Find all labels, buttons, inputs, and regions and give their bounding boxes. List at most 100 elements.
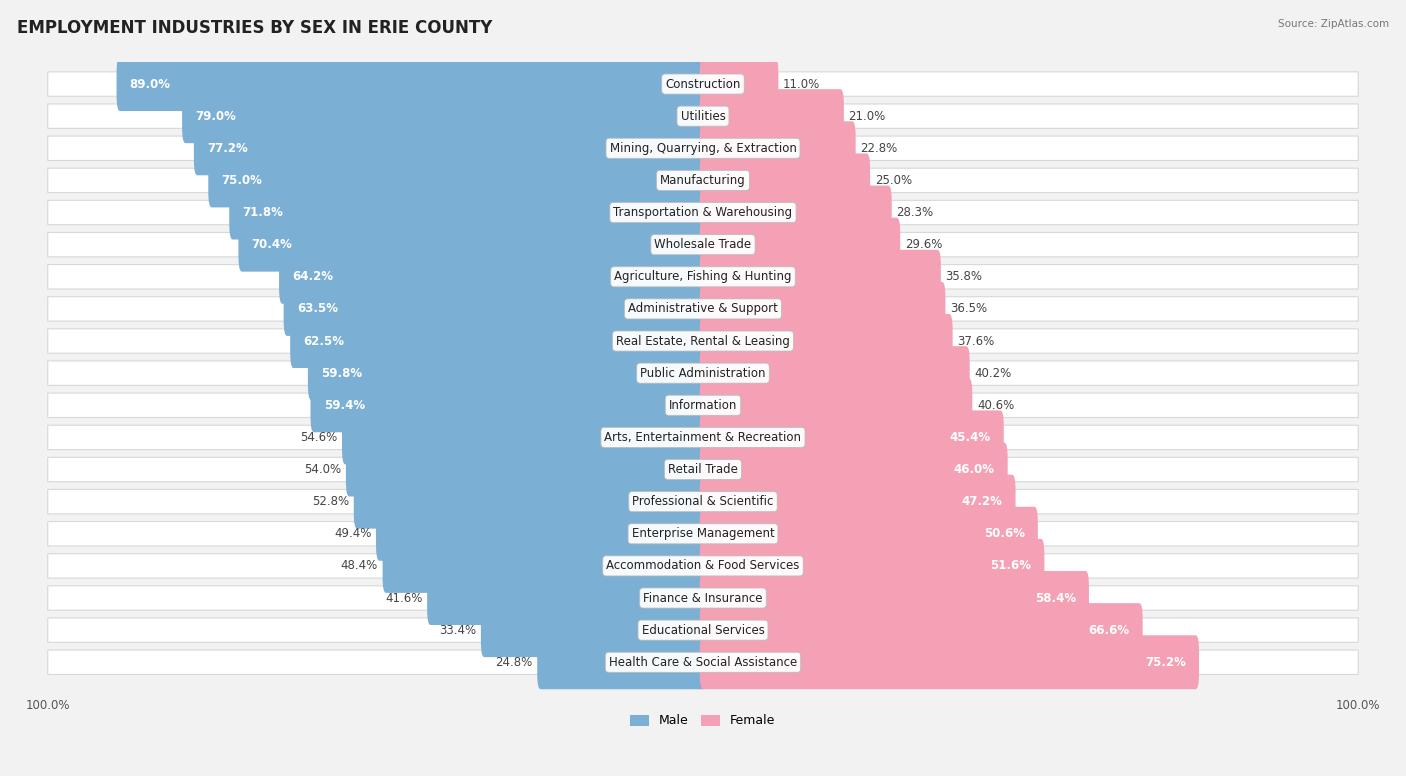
Text: 35.8%: 35.8% — [945, 270, 983, 283]
FancyBboxPatch shape — [346, 442, 706, 497]
Text: 51.6%: 51.6% — [990, 559, 1031, 573]
Legend: Male, Female: Male, Female — [626, 709, 780, 733]
Text: 52.8%: 52.8% — [312, 495, 349, 508]
FancyBboxPatch shape — [48, 618, 1358, 643]
Text: 71.8%: 71.8% — [242, 206, 283, 219]
Text: 25.0%: 25.0% — [875, 174, 912, 187]
Text: 36.5%: 36.5% — [950, 303, 987, 315]
Text: Educational Services: Educational Services — [641, 624, 765, 636]
FancyBboxPatch shape — [239, 218, 706, 272]
FancyBboxPatch shape — [48, 200, 1358, 225]
Text: 46.0%: 46.0% — [953, 463, 994, 476]
Text: 66.6%: 66.6% — [1088, 624, 1129, 636]
FancyBboxPatch shape — [700, 154, 870, 207]
Text: Agriculture, Fishing & Hunting: Agriculture, Fishing & Hunting — [614, 270, 792, 283]
FancyBboxPatch shape — [48, 329, 1358, 353]
FancyBboxPatch shape — [48, 425, 1358, 449]
FancyBboxPatch shape — [537, 636, 706, 689]
Text: 50.6%: 50.6% — [984, 527, 1025, 540]
Text: 33.4%: 33.4% — [439, 624, 477, 636]
FancyBboxPatch shape — [700, 636, 1199, 689]
FancyBboxPatch shape — [48, 490, 1358, 514]
Text: 75.0%: 75.0% — [221, 174, 263, 187]
FancyBboxPatch shape — [427, 571, 706, 625]
Text: 89.0%: 89.0% — [129, 78, 170, 91]
FancyBboxPatch shape — [481, 603, 706, 657]
FancyBboxPatch shape — [382, 539, 706, 593]
FancyBboxPatch shape — [700, 185, 891, 240]
FancyBboxPatch shape — [290, 314, 706, 368]
Text: Public Administration: Public Administration — [640, 366, 766, 379]
Text: Administrative & Support: Administrative & Support — [628, 303, 778, 315]
Text: 62.5%: 62.5% — [304, 334, 344, 348]
Text: EMPLOYMENT INDUSTRIES BY SEX IN ERIE COUNTY: EMPLOYMENT INDUSTRIES BY SEX IN ERIE COU… — [17, 19, 492, 37]
FancyBboxPatch shape — [48, 586, 1358, 610]
FancyBboxPatch shape — [700, 218, 900, 272]
Text: 24.8%: 24.8% — [495, 656, 533, 669]
FancyBboxPatch shape — [700, 507, 1038, 561]
FancyBboxPatch shape — [342, 411, 706, 464]
Text: 21.0%: 21.0% — [848, 109, 886, 123]
FancyBboxPatch shape — [354, 475, 706, 528]
FancyBboxPatch shape — [278, 250, 706, 303]
Text: Arts, Entertainment & Recreation: Arts, Entertainment & Recreation — [605, 431, 801, 444]
Text: Mining, Quarrying, & Extraction: Mining, Quarrying, & Extraction — [610, 142, 796, 154]
FancyBboxPatch shape — [700, 539, 1045, 593]
FancyBboxPatch shape — [375, 507, 706, 561]
Text: 54.0%: 54.0% — [304, 463, 342, 476]
Text: 49.4%: 49.4% — [335, 527, 371, 540]
Text: Enterprise Management: Enterprise Management — [631, 527, 775, 540]
FancyBboxPatch shape — [700, 571, 1088, 625]
Text: 45.4%: 45.4% — [949, 431, 991, 444]
Text: Retail Trade: Retail Trade — [668, 463, 738, 476]
Text: 29.6%: 29.6% — [905, 238, 942, 251]
FancyBboxPatch shape — [48, 521, 1358, 546]
FancyBboxPatch shape — [48, 554, 1358, 578]
Text: 58.4%: 58.4% — [1035, 591, 1076, 605]
Text: 79.0%: 79.0% — [195, 109, 236, 123]
FancyBboxPatch shape — [700, 411, 1004, 464]
FancyBboxPatch shape — [700, 89, 844, 143]
Text: 11.0%: 11.0% — [783, 78, 820, 91]
Text: Information: Information — [669, 399, 737, 412]
Text: 48.4%: 48.4% — [340, 559, 378, 573]
FancyBboxPatch shape — [700, 603, 1143, 657]
FancyBboxPatch shape — [700, 282, 945, 336]
Text: Transportation & Warehousing: Transportation & Warehousing — [613, 206, 793, 219]
FancyBboxPatch shape — [48, 168, 1358, 192]
Text: 64.2%: 64.2% — [292, 270, 333, 283]
Text: Utilities: Utilities — [681, 109, 725, 123]
Text: Finance & Insurance: Finance & Insurance — [644, 591, 762, 605]
Text: 28.3%: 28.3% — [896, 206, 934, 219]
FancyBboxPatch shape — [700, 57, 779, 111]
FancyBboxPatch shape — [48, 233, 1358, 257]
FancyBboxPatch shape — [194, 121, 706, 175]
FancyBboxPatch shape — [700, 442, 1008, 497]
FancyBboxPatch shape — [48, 104, 1358, 128]
FancyBboxPatch shape — [48, 265, 1358, 289]
Text: 59.8%: 59.8% — [321, 366, 363, 379]
FancyBboxPatch shape — [48, 136, 1358, 161]
FancyBboxPatch shape — [48, 296, 1358, 321]
Text: 47.2%: 47.2% — [962, 495, 1002, 508]
FancyBboxPatch shape — [700, 121, 856, 175]
Text: 63.5%: 63.5% — [297, 303, 337, 315]
Text: Manufacturing: Manufacturing — [661, 174, 745, 187]
FancyBboxPatch shape — [48, 650, 1358, 674]
Text: 59.4%: 59.4% — [323, 399, 364, 412]
Text: Health Care & Social Assistance: Health Care & Social Assistance — [609, 656, 797, 669]
FancyBboxPatch shape — [48, 72, 1358, 96]
FancyBboxPatch shape — [48, 457, 1358, 482]
Text: 70.4%: 70.4% — [252, 238, 292, 251]
Text: 40.6%: 40.6% — [977, 399, 1014, 412]
Text: 40.2%: 40.2% — [974, 366, 1011, 379]
Text: Construction: Construction — [665, 78, 741, 91]
Text: Real Estate, Rental & Leasing: Real Estate, Rental & Leasing — [616, 334, 790, 348]
Text: 37.6%: 37.6% — [957, 334, 994, 348]
Text: 22.8%: 22.8% — [860, 142, 897, 154]
FancyBboxPatch shape — [700, 250, 941, 303]
FancyBboxPatch shape — [700, 314, 953, 368]
Text: 54.6%: 54.6% — [299, 431, 337, 444]
FancyBboxPatch shape — [308, 346, 706, 400]
Text: Wholesale Trade: Wholesale Trade — [654, 238, 752, 251]
